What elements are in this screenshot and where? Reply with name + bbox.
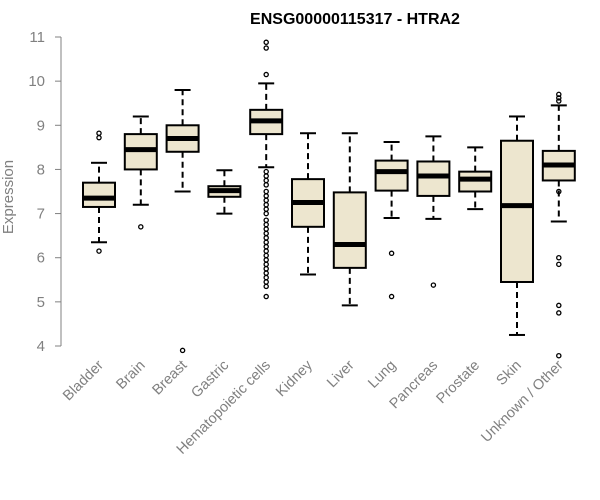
y-axis-label: Expression	[0, 160, 17, 234]
outlier-point	[556, 310, 562, 316]
outlier-point	[263, 265, 269, 272]
outlier-point	[96, 134, 102, 141]
outlier-point	[263, 248, 269, 254]
outlier-point	[263, 193, 269, 199]
box-pancreas	[416, 135, 451, 288]
box-series	[82, 39, 576, 359]
outlier-point	[430, 282, 437, 288]
outlier-point	[263, 217, 269, 223]
box-skin	[500, 115, 534, 336]
outlier-point	[263, 168, 269, 175]
box-iqr	[500, 139, 534, 283]
x-tick-label: Breast	[149, 358, 190, 399]
outlier-point	[96, 248, 102, 254]
chart-title: ENSG00000115317 - HTRA2	[250, 11, 460, 28]
y-tick-label: 10	[28, 73, 45, 90]
outlier-point	[263, 71, 269, 78]
x-tick-label: Skin	[494, 358, 525, 389]
box-unknown-other	[541, 91, 576, 359]
outlier-point	[556, 302, 562, 309]
outlier-point	[263, 270, 269, 276]
outlier-point	[263, 257, 269, 263]
box-iqr	[82, 181, 116, 208]
x-tick-label: Prostate	[434, 358, 483, 407]
outlier-point	[263, 235, 269, 241]
outlier-point	[179, 347, 186, 354]
outlier-point	[138, 224, 144, 230]
outlier-point	[263, 252, 269, 259]
outlier-point	[556, 95, 562, 101]
outlier-point	[556, 188, 562, 195]
y-tick-label: 4	[37, 338, 45, 355]
outlier-point	[263, 239, 269, 246]
y-axis: 4 5 6 7 8 9 10 11	[28, 29, 62, 355]
box-liver	[332, 132, 367, 307]
y-tick-label: 6	[37, 250, 45, 267]
outlier-point	[556, 91, 562, 98]
outlier-point	[263, 182, 269, 188]
box-bladder	[82, 130, 116, 254]
box-gastric	[207, 169, 242, 215]
outlier-point	[388, 250, 395, 257]
x-tick-label: Liver	[324, 357, 358, 391]
y-tick-label: 9	[37, 117, 45, 134]
outlier-point	[263, 188, 269, 195]
box-kidney	[291, 132, 325, 276]
y-tick-label: 11	[29, 29, 45, 46]
box-lung	[374, 141, 409, 300]
y-tick-label: 5	[37, 294, 45, 311]
outlier-point	[263, 261, 269, 268]
outlier-point	[263, 45, 269, 51]
outlier-point	[263, 201, 269, 208]
outlier-point	[263, 226, 269, 232]
outlier-point	[263, 210, 269, 217]
outlier-point	[263, 197, 269, 204]
outlier-point	[263, 293, 269, 300]
outlier-point	[263, 283, 269, 290]
box-hematopoietic-cells	[249, 39, 284, 300]
outlier-point	[556, 98, 562, 104]
x-tick-label: Lung	[365, 358, 399, 392]
outlier-point	[263, 230, 269, 237]
y-tick-label: 8	[37, 161, 45, 178]
box-brain	[123, 115, 158, 230]
outlier-point	[263, 39, 269, 46]
x-tick-label: Brain	[113, 358, 148, 393]
outlier-point	[263, 279, 269, 285]
outlier-point	[556, 352, 562, 359]
x-tick-label: Kidney	[273, 357, 316, 400]
outlier-point	[263, 274, 269, 281]
outlier-point	[263, 173, 269, 179]
outlier-point	[263, 177, 269, 184]
outlier-point	[263, 206, 269, 212]
box-prostate	[458, 146, 493, 211]
x-tick-label: Bladder	[60, 357, 107, 404]
box-iqr	[416, 160, 451, 197]
outlier-point	[556, 261, 562, 268]
outlier-point	[263, 221, 269, 228]
outlier-point	[556, 254, 562, 261]
box-breast	[165, 88, 200, 354]
box-iqr	[374, 159, 409, 192]
outlier-point	[96, 130, 102, 136]
outlier-point	[388, 293, 395, 300]
outlier-point	[263, 243, 269, 250]
y-tick-label: 7	[37, 206, 45, 223]
box-iqr	[332, 191, 367, 269]
